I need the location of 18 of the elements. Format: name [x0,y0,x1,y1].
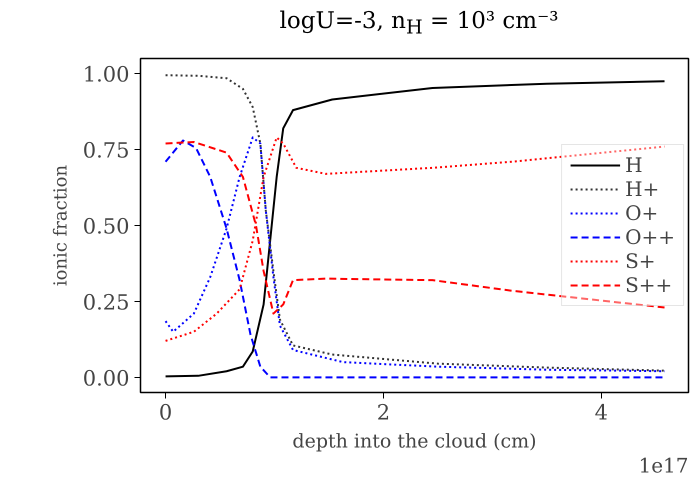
y-tick-label: 0.50 [82,214,130,238]
legend-label: S++ [625,273,672,297]
y-tick-label: 1.00 [82,62,130,87]
chart-title: logU=-3, n$_{H}$ = 10³ cm⁻³ [278,7,560,41]
x-tick-label: 0 [158,400,172,424]
legend-label: H+ [625,177,660,201]
y-tick-label: 0.25 [82,290,130,314]
text: 1e17 [638,454,689,478]
legend-label: O++ [625,225,675,249]
y-axis-title: ionic fraction [50,164,72,286]
x-tick-label: 4 [594,400,608,424]
legend-label: S+ [625,249,656,273]
y-tick-label: 0.00 [82,366,130,390]
x-axis-title: depth into the cloud (cm) [292,430,537,452]
legend-label: H [625,153,644,177]
legend-label: O+ [625,201,658,225]
x-tick-label: 2 [376,400,390,424]
y-tick-label: 0.75 [82,138,130,163]
